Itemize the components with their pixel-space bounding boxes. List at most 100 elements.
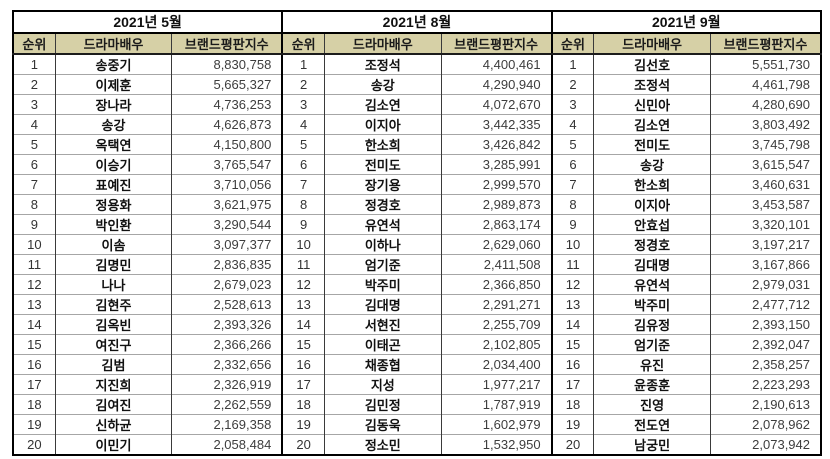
rank-cell: 18 — [13, 394, 56, 415]
rank-cell: 2 — [550, 74, 594, 95]
index-cell: 1,977,217 — [440, 374, 552, 395]
index-cell: 3,453,587 — [709, 194, 821, 215]
rank-cell: 17 — [13, 374, 56, 395]
actor-cell: 전도연 — [593, 414, 711, 435]
table-row: 10 이솜 3,097,377 10 이하나 2,629,060 10 정경호 3,197,21… — [13, 234, 821, 255]
index-cell: 3,320,101 — [709, 214, 821, 235]
index-cell: 2,528,613 — [171, 294, 283, 315]
rank-cell: 14 — [550, 314, 594, 335]
rank-cell: 20 — [281, 434, 325, 455]
index-cell: 2,169,358 — [171, 414, 283, 435]
rank-cell: 16 — [550, 354, 594, 375]
rank-cell: 18 — [550, 394, 594, 415]
rank-cell: 20 — [13, 434, 56, 455]
index-cell: 2,863,174 — [440, 214, 552, 235]
index-cell: 3,765,547 — [171, 154, 283, 175]
actor-cell: 이태곤 — [324, 334, 442, 355]
actor-cell: 여진구 — [54, 334, 172, 355]
rank-cell: 4 — [550, 114, 594, 135]
index-cell: 3,460,631 — [709, 174, 821, 195]
rank-cell: 14 — [281, 314, 325, 335]
table-row: 17 지진희 2,326,919 17 지성 1,977,217 17 윤종훈 2,223,29… — [13, 374, 821, 395]
actor-cell: 윤종훈 — [593, 374, 711, 395]
actor-cell: 지진희 — [54, 374, 172, 395]
index-cell: 3,745,798 — [709, 134, 821, 155]
index-cell: 2,392,047 — [709, 334, 821, 355]
rank-cell: 15 — [13, 334, 56, 355]
index-cell: 2,629,060 — [440, 234, 552, 255]
rank-cell: 13 — [550, 294, 594, 315]
index-cell: 2,358,257 — [709, 354, 821, 375]
actor-cell: 표예진 — [54, 174, 172, 195]
actor-cell: 남궁민 — [593, 434, 711, 455]
index-cell: 1,602,979 — [440, 414, 552, 435]
table-row: 20 이민기 2,058,484 20 정소민 1,532,950 20 남궁민 2,073,9… — [13, 434, 821, 455]
table-row: 5 옥택연 4,150,800 5 한소희 3,426,842 5 전미도 3,745,798 — [13, 134, 821, 155]
actor-cell: 서현진 — [324, 314, 442, 335]
index-cell: 2,979,031 — [709, 274, 821, 295]
rank-cell: 2 — [281, 74, 325, 95]
rank-cell: 9 — [13, 214, 56, 235]
actor-cell: 이지아 — [593, 194, 711, 215]
index-cell: 2,366,850 — [440, 274, 552, 295]
index-cell: 2,291,271 — [440, 294, 552, 315]
actor-cell: 김현주 — [54, 294, 172, 315]
index-cell: 4,150,800 — [171, 134, 283, 155]
index-cell: 2,989,873 — [440, 194, 552, 215]
rank-cell: 5 — [281, 134, 325, 155]
rank-cell: 7 — [281, 174, 325, 195]
rank-cell: 18 — [281, 394, 325, 415]
actor-cell: 신민아 — [593, 94, 711, 115]
index-cell: 2,262,559 — [171, 394, 283, 415]
month-title: 2021년 8월 — [281, 11, 552, 34]
table-row: 3 장나라 4,736,253 3 김소연 4,072,670 3 신민아 4,280,690 — [13, 94, 821, 115]
table-row: 12 나나 2,679,023 12 박주미 2,366,850 12 유연석 2,979,03… — [13, 274, 821, 295]
actor-cell: 장나라 — [54, 94, 172, 115]
index-cell: 3,621,975 — [171, 194, 283, 215]
rank-cell: 1 — [281, 53, 325, 75]
actor-cell: 전미도 — [324, 154, 442, 175]
actor-cell: 김선호 — [593, 53, 711, 75]
index-cell: 2,073,942 — [709, 434, 821, 455]
actor-cell: 김소연 — [593, 114, 711, 135]
actor-column-header: 드라마배우 — [54, 33, 172, 55]
table-row: 9 박인환 3,290,544 9 유연석 2,863,174 9 안효섭 3,320,101 — [13, 214, 821, 235]
actor-cell: 정경호 — [593, 234, 711, 255]
table-row: 15 여진구 2,366,266 15 이태곤 2,102,805 15 엄기준 2,392,0… — [13, 334, 821, 355]
rank-cell: 8 — [13, 194, 56, 215]
actor-cell: 박주미 — [593, 294, 711, 315]
index-cell: 3,615,547 — [709, 154, 821, 175]
rank-cell: 19 — [550, 414, 594, 435]
index-cell: 3,285,991 — [440, 154, 552, 175]
index-cell: 3,442,335 — [440, 114, 552, 135]
actor-cell: 송강 — [593, 154, 711, 175]
rank-cell: 5 — [550, 134, 594, 155]
actor-cell: 박주미 — [324, 274, 442, 295]
actor-cell: 진영 — [593, 394, 711, 415]
actor-cell: 이솜 — [54, 234, 172, 255]
rank-cell: 3 — [13, 94, 56, 115]
index-cell: 4,280,690 — [709, 94, 821, 115]
rank-cell: 4 — [281, 114, 325, 135]
actor-column-header: 드라마배우 — [324, 33, 442, 55]
rank-cell: 13 — [281, 294, 325, 315]
actor-cell: 신하균 — [54, 414, 172, 435]
actor-cell: 김민정 — [324, 394, 442, 415]
actor-column-header: 드라마배우 — [593, 33, 711, 55]
index-cell: 3,197,217 — [709, 234, 821, 255]
rank-cell: 1 — [550, 53, 594, 75]
rank-column-header: 순위 — [281, 33, 325, 55]
rank-cell: 7 — [550, 174, 594, 195]
rank-cell: 15 — [281, 334, 325, 355]
rank-cell: 1 — [13, 53, 56, 75]
rank-cell: 6 — [13, 154, 56, 175]
rank-cell: 4 — [13, 114, 56, 135]
index-cell: 2,223,293 — [709, 374, 821, 395]
table-row: 4 송강 4,626,873 4 이지아 3,442,335 4 김소연 3,803,492 — [13, 114, 821, 135]
actor-cell: 엄기준 — [593, 334, 711, 355]
index-cell: 3,097,377 — [171, 234, 283, 255]
rank-column-header: 순위 — [550, 33, 594, 55]
table-row: 14 김옥빈 2,393,326 14 서현진 2,255,709 14 김유정 2,393,1… — [13, 314, 821, 335]
actor-cell: 김옥빈 — [54, 314, 172, 335]
